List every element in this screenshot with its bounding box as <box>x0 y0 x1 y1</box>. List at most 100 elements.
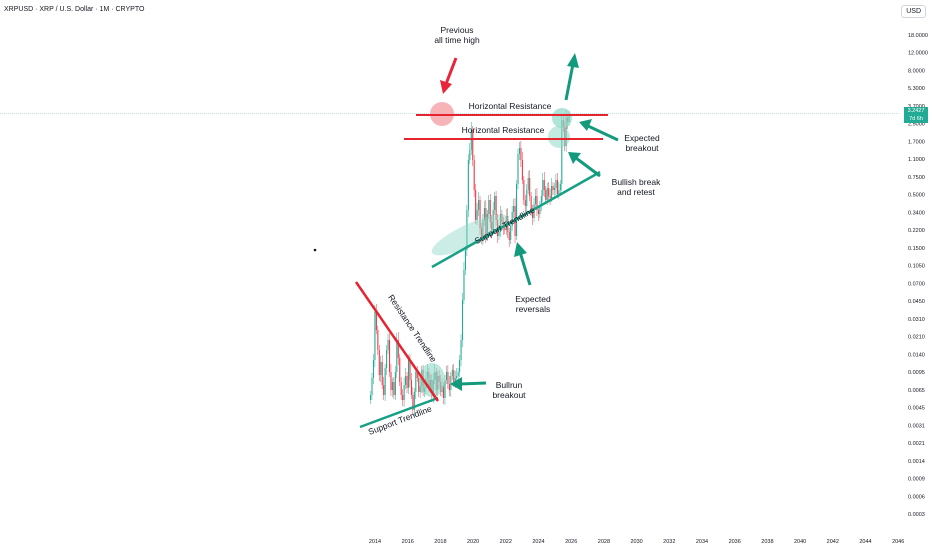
candle-body <box>502 222 504 228</box>
candle-body <box>513 206 515 212</box>
candle-body <box>405 376 407 385</box>
candle-body <box>467 160 469 210</box>
candle-body <box>556 180 558 194</box>
y-tick-label: 0.0009 <box>908 477 925 483</box>
candle-body <box>491 222 493 230</box>
candle-body <box>495 196 497 220</box>
candle-body <box>526 190 528 206</box>
bullish-retest-label-line2: and retest <box>617 187 655 197</box>
candle-body <box>380 362 382 375</box>
y-tick-label: 3.7000 <box>908 104 925 110</box>
candle-body <box>501 214 503 222</box>
candle-body <box>475 190 477 220</box>
ath-arrow <box>440 57 458 94</box>
y-axis[interactable]: 18.0000 12.0000 8.0000 5.3000 3.7000 2.5000 1.… <box>908 33 928 518</box>
y-tick-label: 0.0700 <box>908 281 925 287</box>
expected-breakout-label-line2: breakout <box>625 143 659 153</box>
horizontal-resistance-top-label: Horizontal Resistance <box>469 101 552 111</box>
horizontal-resistance-low-label: Horizontal Resistance <box>462 125 545 135</box>
candle-body <box>453 370 455 382</box>
candle-body <box>543 180 545 190</box>
candle-body <box>498 232 500 236</box>
candle-body <box>383 385 385 395</box>
candle-body <box>377 330 379 350</box>
candle-body <box>454 378 456 382</box>
candle-body <box>415 372 417 392</box>
retest-highlight-circle <box>548 126 570 148</box>
bullrun-label-line2: breakout <box>492 390 526 400</box>
y-tick-label: 1.7000 <box>908 139 925 145</box>
bullrun-label-line1: Bullrun <box>496 380 523 390</box>
y-tick-label: 0.0210 <box>908 335 925 341</box>
current-price-tag: 3.2427 7d 6h <box>904 107 928 123</box>
y-tick-label: 0.2200 <box>908 228 925 234</box>
support-trendline-lower[interactable] <box>359 396 439 429</box>
support-highlight-ellipse <box>431 214 509 256</box>
candle-body <box>387 340 389 350</box>
candle-body <box>381 362 383 385</box>
breakout-highlight-circle <box>552 108 572 128</box>
support-trendline-upper[interactable] <box>431 170 601 269</box>
candle-body <box>413 392 415 410</box>
x-tick-label: 2022 <box>500 539 512 545</box>
expected-reversals-arrow <box>514 242 532 286</box>
symbol-title[interactable]: XRPUSD · XRP / U.S. Dollar · 1M · CRYPTO <box>4 6 145 13</box>
candle-body <box>375 312 377 330</box>
candle-body <box>492 210 494 230</box>
candle-body <box>552 186 554 190</box>
candle-body <box>390 372 392 390</box>
y-tick-label: 0.0140 <box>908 352 925 358</box>
y-tick-label: 2.5000 <box>908 122 925 128</box>
candle-body <box>524 200 526 206</box>
candle-body <box>388 340 391 372</box>
candle-body <box>517 154 519 184</box>
candle-body <box>469 150 471 160</box>
candle-body <box>406 376 408 388</box>
y-tick-label: 0.0031 <box>908 423 925 429</box>
y-tick-label: 8.0000 <box>908 68 925 74</box>
candle-body <box>447 372 449 384</box>
y-tick-label: 0.0014 <box>908 459 925 465</box>
y-tick-label: 0.0065 <box>908 388 925 394</box>
candle-body <box>483 208 485 220</box>
candle-body <box>480 228 483 240</box>
currency-button[interactable]: USD <box>901 5 926 18</box>
y-tick-label: 0.0021 <box>908 441 925 447</box>
expected-reversals-label-line1: Expected <box>515 294 551 304</box>
candle-body <box>534 196 537 204</box>
y-tick-label: 0.0450 <box>908 299 925 305</box>
candle-body <box>407 360 410 388</box>
x-tick-label: 2026 <box>565 539 577 545</box>
candle-body <box>466 210 468 250</box>
x-tick-label: 2028 <box>598 539 610 545</box>
candle-body <box>448 384 450 390</box>
x-tick-label: 2040 <box>794 539 806 545</box>
y-tick-label: 0.3400 <box>908 210 925 216</box>
y-tick-label: 0.0310 <box>908 317 925 323</box>
x-tick-label: 2024 <box>532 539 544 545</box>
x-tick-label: 2018 <box>434 539 446 545</box>
resistance-trendline[interactable] <box>354 281 440 402</box>
candle-body <box>510 226 512 240</box>
candle-body <box>473 160 475 190</box>
candle-body <box>402 395 404 400</box>
candle-body <box>403 385 405 400</box>
x-tick-label: 2016 <box>402 539 414 545</box>
candle-body <box>409 360 411 380</box>
candle-body <box>384 368 386 395</box>
candle-body <box>461 300 464 340</box>
candle-body <box>445 372 448 380</box>
y-tick-label: 0.0006 <box>908 494 925 500</box>
prev-ath-label-line2: all time high <box>434 35 480 45</box>
candle-body <box>386 350 388 368</box>
current-price-value: 3.2427 <box>907 108 925 114</box>
candle-body <box>532 210 534 218</box>
candle-body <box>378 350 380 375</box>
candle-body <box>464 250 466 270</box>
candle-body <box>476 210 478 220</box>
candle-body <box>394 372 396 395</box>
x-axis[interactable]: 2014 2016 2018 2020 2022 2024 2026 2028 2030 2032… <box>369 539 904 545</box>
candle-body <box>416 372 418 378</box>
